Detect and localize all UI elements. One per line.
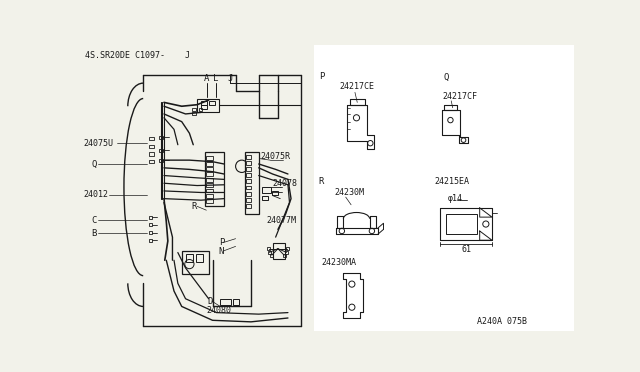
Bar xyxy=(268,251,271,254)
Bar xyxy=(186,254,193,262)
Bar xyxy=(206,173,212,176)
Bar xyxy=(148,137,154,140)
Bar xyxy=(246,204,251,208)
Text: Q: Q xyxy=(92,160,97,169)
Bar xyxy=(148,160,154,163)
Text: L: L xyxy=(213,74,219,83)
Bar xyxy=(148,239,152,242)
Bar xyxy=(201,101,207,105)
Bar xyxy=(196,254,204,262)
Text: B: B xyxy=(92,229,97,238)
Text: A: A xyxy=(204,74,209,83)
Text: Q: Q xyxy=(444,73,449,81)
Bar xyxy=(198,108,202,111)
Bar xyxy=(206,199,212,203)
Bar xyxy=(148,216,152,219)
Text: 24075U: 24075U xyxy=(84,139,114,148)
Text: 24078: 24078 xyxy=(273,179,298,188)
Bar xyxy=(246,192,251,196)
Bar xyxy=(148,223,152,226)
Bar xyxy=(206,189,212,192)
Bar xyxy=(446,214,477,234)
Bar xyxy=(246,155,251,158)
Bar xyxy=(182,251,209,274)
Text: 24077M: 24077M xyxy=(266,216,296,225)
Bar xyxy=(283,254,285,257)
Bar xyxy=(206,167,212,171)
Bar xyxy=(192,112,196,115)
Text: φ14: φ14 xyxy=(447,194,462,203)
Bar xyxy=(270,254,273,257)
Bar xyxy=(206,156,212,160)
Bar xyxy=(201,106,207,109)
Text: 24230MA: 24230MA xyxy=(322,258,357,267)
Bar xyxy=(272,191,278,195)
Bar xyxy=(206,194,212,198)
Bar xyxy=(246,161,251,165)
Text: 24230M: 24230M xyxy=(334,188,364,197)
Bar xyxy=(262,187,271,193)
Text: 61: 61 xyxy=(461,245,471,254)
Bar xyxy=(206,162,212,166)
Text: P: P xyxy=(319,73,324,81)
Bar xyxy=(148,153,154,155)
Bar xyxy=(273,243,285,259)
Bar xyxy=(246,179,251,183)
Bar xyxy=(245,153,259,214)
Bar xyxy=(246,173,251,177)
Text: 24215EA: 24215EA xyxy=(435,177,469,186)
Text: 24012: 24012 xyxy=(84,190,109,199)
Text: 4S.SR20DE C1097-    J: 4S.SR20DE C1097- J xyxy=(84,51,189,60)
Bar xyxy=(246,198,251,202)
Bar xyxy=(206,178,212,182)
Bar xyxy=(220,299,231,305)
Bar xyxy=(159,158,163,162)
Bar xyxy=(192,108,196,111)
Bar xyxy=(148,231,152,234)
Text: R: R xyxy=(192,202,197,211)
Bar xyxy=(246,186,251,189)
Bar xyxy=(232,299,239,305)
Bar xyxy=(246,167,251,171)
Text: 24080: 24080 xyxy=(206,306,231,315)
Bar xyxy=(285,247,289,250)
Bar xyxy=(267,247,270,250)
Text: P: P xyxy=(219,238,224,247)
Text: D: D xyxy=(207,296,212,305)
Bar xyxy=(206,183,212,187)
Bar xyxy=(262,196,268,200)
Bar xyxy=(205,153,224,206)
Text: R: R xyxy=(319,177,324,186)
Bar xyxy=(197,99,219,112)
Text: 24217CF: 24217CF xyxy=(442,92,477,101)
Bar xyxy=(209,101,215,105)
Bar xyxy=(159,148,163,152)
Text: 24217CE: 24217CE xyxy=(340,83,374,92)
Bar xyxy=(159,135,163,139)
Bar xyxy=(314,45,575,331)
Text: 24075R: 24075R xyxy=(260,152,291,161)
Text: N: N xyxy=(219,247,224,256)
Bar xyxy=(285,251,288,254)
Text: C: C xyxy=(92,216,97,225)
Text: A240A 075B: A240A 075B xyxy=(477,317,527,326)
Bar xyxy=(148,145,154,148)
Text: J: J xyxy=(227,74,232,83)
